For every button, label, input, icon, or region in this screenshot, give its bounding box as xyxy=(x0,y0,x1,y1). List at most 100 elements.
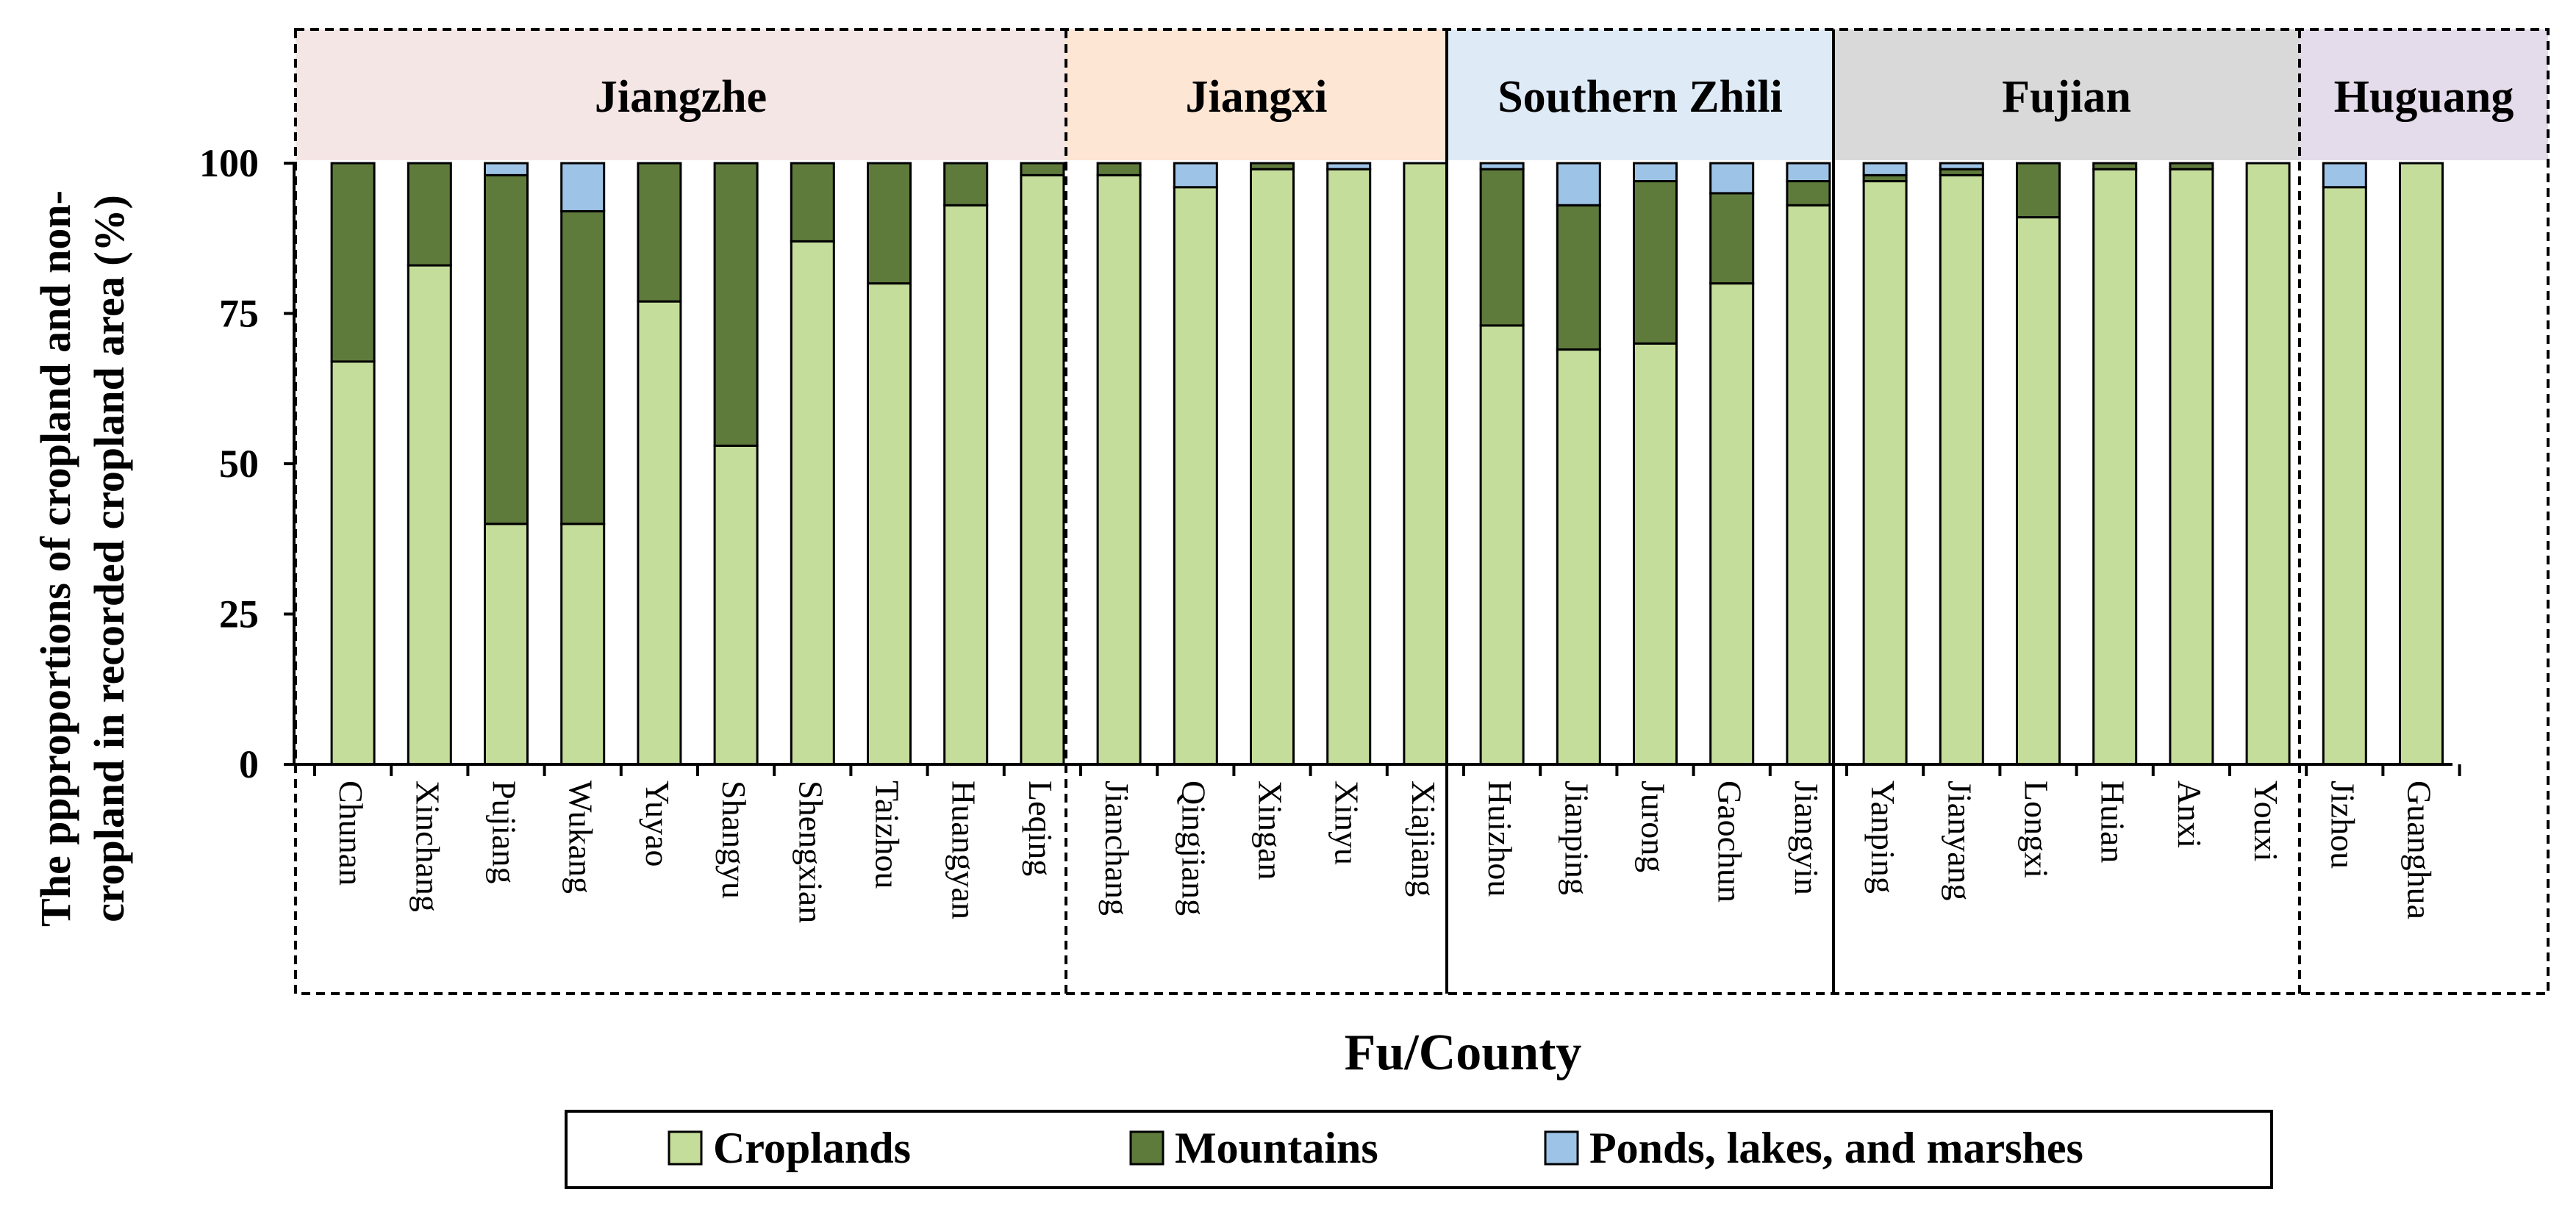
bar-yanping-croplands xyxy=(1862,180,1908,766)
bar-shengxian-croplands xyxy=(790,240,835,766)
x-tick-label: Xiajiang xyxy=(1405,781,1442,897)
y-tick-label: 50 xyxy=(219,442,259,486)
bar-xinyu-ponds xyxy=(1326,162,1372,171)
x-tick-label: Yanping xyxy=(1864,781,1902,894)
bar-jiangyin-ponds xyxy=(1786,162,1831,183)
legend-box xyxy=(565,1110,2273,1189)
legend-label: Ponds, lakes, and marshes xyxy=(1589,1124,2083,1172)
bar-shengxian-mountains xyxy=(790,162,835,243)
y-axis-title-line2: cropland in recorded cropland area (%) xyxy=(85,195,133,922)
x-tick-label: Youxi xyxy=(2247,781,2285,861)
x-tick-label: Jizhou xyxy=(2324,781,2361,869)
bar-chunan-croplands xyxy=(330,360,376,766)
group-header-label: Fujian xyxy=(2002,72,2131,122)
bar-yuyao-croplands xyxy=(637,300,682,766)
x-axis-title: Fu/County xyxy=(1345,1025,1582,1081)
x-tick-labels: Chunan Xinchang Pujiang Wukang Yuyao Shangyu S… xyxy=(313,764,2461,923)
group-header-huguang xyxy=(2300,29,2548,160)
bar-taizhou-mountains xyxy=(867,162,912,285)
bar-yanping-ponds xyxy=(1862,162,1908,176)
x-tick-label: Jianyang xyxy=(1941,781,1978,901)
bar-xingan-croplands xyxy=(1250,168,1295,766)
bar-longxi-mountains xyxy=(2016,162,2061,219)
legend-label: Mountains xyxy=(1175,1124,1378,1172)
bar-xinyu-croplands xyxy=(1326,168,1372,766)
legend-swatch-ponds xyxy=(1544,1130,1579,1166)
x-tick-label: Leqing xyxy=(1022,781,1059,876)
bar-jianping-mountains xyxy=(1556,204,1601,351)
x-tick-label: Chunan xyxy=(332,781,370,886)
bar-xiajiang-croplands xyxy=(1403,162,1448,766)
bar-qingjiang-croplands xyxy=(1173,186,1218,766)
bar-gaochun-croplands xyxy=(1709,282,1755,766)
x-tick-label: Jianping xyxy=(1558,781,1595,895)
x-tick-label: Wukang xyxy=(562,781,600,894)
x-tick-label: Xinyu xyxy=(1328,781,1366,865)
bar-youxi-croplands xyxy=(2245,162,2291,766)
y-axis-title-line1: The ppproportions of cropland and non- xyxy=(32,190,79,927)
y-ticks: 0 25 50 75 100 xyxy=(199,141,294,786)
group-headers: Jiangzhe Jiangxi Southern Zhili Fujian Hugua… xyxy=(296,29,2548,160)
bar-xinchang-mountains xyxy=(407,162,452,267)
group-header-label: Jiangxi xyxy=(1186,72,1328,122)
bar-anxi-mountains xyxy=(2169,162,2214,171)
x-tick-label: Xinchang xyxy=(409,781,446,912)
bar-wukang-ponds xyxy=(560,162,606,212)
bar-anxi-croplands xyxy=(2169,168,2214,766)
bar-huizhou-mountains xyxy=(1479,168,1525,327)
x-tick-label: Pujiang xyxy=(486,781,523,884)
group-header-jiangxi xyxy=(1066,29,1447,160)
bar-jizhou-croplands xyxy=(2322,186,2367,766)
bar-pujiang-croplands xyxy=(484,523,529,766)
bar-huizhou-ponds xyxy=(1479,162,1525,171)
bar-wukang-mountains xyxy=(560,209,606,525)
x-tick-label: Guanghua xyxy=(2401,781,2439,919)
x-tick-label: Yuyao xyxy=(639,781,676,867)
bar-chunan-mountains xyxy=(330,162,376,363)
x-tick-label: Xingan xyxy=(1252,781,1289,880)
bar-huangyan-mountains xyxy=(943,162,989,207)
x-tick-label: Shangyu xyxy=(715,781,753,899)
bar-jiangyin-mountains xyxy=(1786,180,1831,207)
legend-label: Croplands xyxy=(713,1124,911,1172)
x-tick-label: Huizhou xyxy=(1481,781,1519,897)
bar-jianping-ponds xyxy=(1556,162,1601,207)
group-frame-outer xyxy=(294,28,2550,995)
x-tick-label: Longxi xyxy=(2018,781,2056,878)
x-tick-label: Jiangyin xyxy=(1788,781,1825,895)
legend-swatch-croplands xyxy=(668,1130,703,1166)
x-tick-label: Jianchang xyxy=(1098,781,1136,916)
y-tick-label: 75 xyxy=(219,292,259,336)
bars xyxy=(330,162,2444,766)
bar-leqing-croplands xyxy=(1020,173,1065,766)
bar-shangyu-croplands xyxy=(713,444,759,766)
bar-pujiang-ponds xyxy=(484,162,529,176)
bar-gaochun-mountains xyxy=(1709,192,1755,285)
group-header-label: Jiangzhe xyxy=(595,72,767,122)
y-tick-label: 100 xyxy=(199,141,259,185)
bar-taizhou-croplands xyxy=(867,282,912,766)
group-header-label: Huguang xyxy=(2334,72,2514,122)
x-tick-label: Shengxian xyxy=(792,781,829,923)
y-tick-label: 0 xyxy=(239,742,259,786)
bar-yuyao-mountains xyxy=(637,162,682,303)
bar-jianyang-ponds xyxy=(1939,162,1984,171)
bar-huian-mountains xyxy=(2092,162,2138,171)
group-frames xyxy=(294,28,2550,995)
bar-shangyu-mountains xyxy=(713,162,759,447)
bar-jizhou-ponds xyxy=(2322,162,2367,189)
bar-wukang-croplands xyxy=(560,523,606,766)
group-header-label: Southern Zhili xyxy=(1498,72,1783,122)
bar-jianyang-croplands xyxy=(1939,173,1984,766)
bar-xingan-mountains xyxy=(1250,162,1295,171)
bar-jurong-croplands xyxy=(1633,342,1678,766)
x-tick-label: Qingjiang xyxy=(1175,781,1212,916)
bar-huizhou-croplands xyxy=(1479,324,1525,766)
bar-jianchang-mountains xyxy=(1096,162,1142,176)
x-tick-label: Gaochun xyxy=(1711,781,1749,903)
bar-xinchang-croplands xyxy=(407,264,452,766)
group-header-fujian xyxy=(1833,29,2300,160)
bar-jurong-mountains xyxy=(1633,180,1678,345)
legend: Croplands Mountains Ponds, lakes, and mars… xyxy=(565,1110,2273,1189)
